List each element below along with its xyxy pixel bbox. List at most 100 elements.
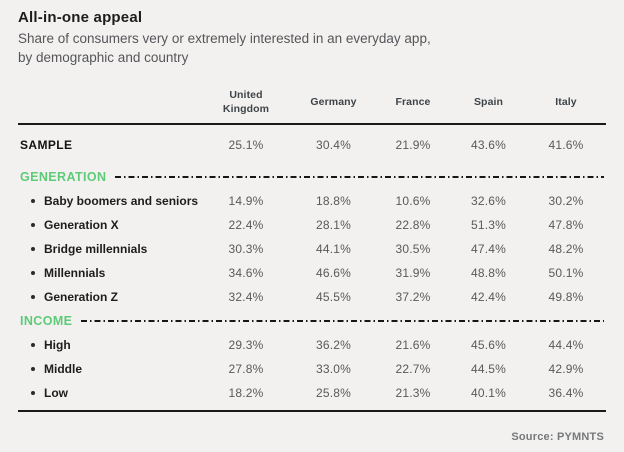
row-label: Bridge millennials [18,242,200,256]
column-header-label: Spain [473,95,504,108]
value-cell: 25.8% [315,386,352,401]
bullet-icon [31,295,35,300]
row-label-text: Middle [44,362,82,377]
value-cell: 32.4% [228,290,264,305]
value-cell: 22.4% [228,218,264,233]
value-cell: 48.2% [548,242,584,257]
column-header-label: France [395,95,431,108]
page-title: All-in-one appeal [18,9,143,26]
value-cell: 45.6% [470,338,507,353]
value-cell: 30.2% [548,194,584,209]
table-row: INCOME [18,309,606,333]
value-cell: 42.9% [548,362,584,377]
data-table: United Kingdom Germany France Spain Ital… [18,80,606,413]
value-cell: 42.4% [470,290,507,305]
value-cell: 30.5% [395,242,431,257]
value-cell: 21.3% [395,386,431,401]
source-attribution: Source: PYMNTS [511,431,604,444]
value-cell: 47.8% [548,218,584,233]
value-cell: 22.7% [395,362,431,377]
value-cell: 46.6% [315,266,352,281]
bullet-icon [31,367,35,372]
value-cell: 14.9% [228,194,264,209]
row-label: High [18,338,200,352]
value-cell: 22.8% [395,218,431,233]
table-body: SAMPLE 25.1% 30.4% 21.9% 43.6% 41.6% GENERATIO… [18,125,606,405]
value-cell: 29.3% [228,338,264,353]
row-label: Millennials [18,266,200,280]
value-cell: 44.5% [470,362,507,377]
value-cell: 43.6% [470,138,507,153]
value-cell: 49.8% [548,290,584,305]
value-cell: 21.6% [395,338,431,353]
row-label: Low [18,386,200,400]
column-header-united-kingdom: United Kingdom [200,88,292,116]
row-label-text: Millennials [44,266,106,281]
value-cell: 27.8% [228,362,264,377]
bullet-icon [31,343,35,348]
row-label: SAMPLE [20,138,73,153]
value-cell: 44.1% [315,242,352,257]
column-header-italy: Italy [526,95,606,109]
row-label: Generation Z [18,290,200,304]
column-header-germany: Germany [292,95,375,109]
section-header-label: INCOME [20,314,73,329]
value-cell: 36.4% [548,386,584,401]
table-row: Generation Z 32.4% 45.5% 37.2% 42.4% 49.8% [18,285,606,309]
footer-rule [18,410,606,413]
column-header-label: Germany [310,95,357,108]
column-header-label: United Kingdom [222,88,270,115]
table-row: GENERATION [18,165,606,189]
row-label: Generation X [18,218,200,232]
section-leader-line [115,176,604,179]
table-row: High 29.3% 36.2% 21.6% 45.6% 44.4% [18,333,606,357]
value-cell: 18.2% [228,386,264,401]
value-cell: 18.8% [315,194,352,209]
row-label-text: Generation Z [44,290,119,305]
header-rule [18,123,606,126]
row-label: Middle [18,362,200,376]
figure-subtitle: Share of consumers very or extremely int… [18,31,431,66]
row-label-text: High [44,338,71,353]
value-cell: 31.9% [395,266,431,281]
bullet-icon [31,223,35,228]
table-row: Generation X 22.4% 28.1% 22.8% 51.3% 47.8% [18,213,606,237]
value-cell: 32.6% [470,194,507,209]
row-label: Baby boomers and seniors [18,194,200,208]
bullet-icon [31,247,35,252]
section-leader-line [81,320,604,323]
value-cell: 36.2% [315,338,352,353]
value-cell: 44.4% [548,338,584,353]
section-header-label: GENERATION [20,170,107,185]
table-row: Middle 27.8% 33.0% 22.7% 44.5% 42.9% [18,357,606,381]
value-cell: 33.0% [315,362,352,377]
bullet-icon [31,199,35,204]
table-row: SAMPLE 25.1% 30.4% 21.9% 43.6% 41.6% [18,125,606,165]
value-cell: 41.6% [548,138,584,153]
table-row: Baby boomers and seniors 14.9% 18.8% 10.6% 3… [18,189,606,213]
column-header-label: Italy [555,95,577,108]
value-cell: 50.1% [548,266,584,281]
column-header-spain: Spain [451,95,526,109]
value-cell: 47.4% [470,242,507,257]
value-cell: 10.6% [395,194,431,209]
bullet-icon [31,391,35,396]
value-cell: 40.1% [470,386,507,401]
value-cell: 48.8% [470,266,507,281]
column-header-france: France [375,95,451,109]
bullet-icon [31,271,35,276]
value-cell: 51.3% [470,218,507,233]
table-row: Low 18.2% 25.8% 21.3% 40.1% 36.4% [18,381,606,405]
value-cell: 37.2% [395,290,431,305]
value-cell: 28.1% [315,218,352,233]
value-cell: 25.1% [228,138,264,153]
table-row: Bridge millennials 30.3% 44.1% 30.5% 47.4% 48… [18,237,606,261]
table-row: Millennials 34.6% 46.6% 31.9% 48.8% 50.1% [18,261,606,285]
value-cell: 30.3% [228,242,264,257]
row-label-text: Baby boomers and seniors [44,194,199,209]
value-cell: 34.6% [228,266,264,281]
table-header-row: United Kingdom Germany France Spain Ital… [18,80,606,123]
row-label-text: Low [44,386,68,401]
row-label-text: Bridge millennials [44,242,148,257]
